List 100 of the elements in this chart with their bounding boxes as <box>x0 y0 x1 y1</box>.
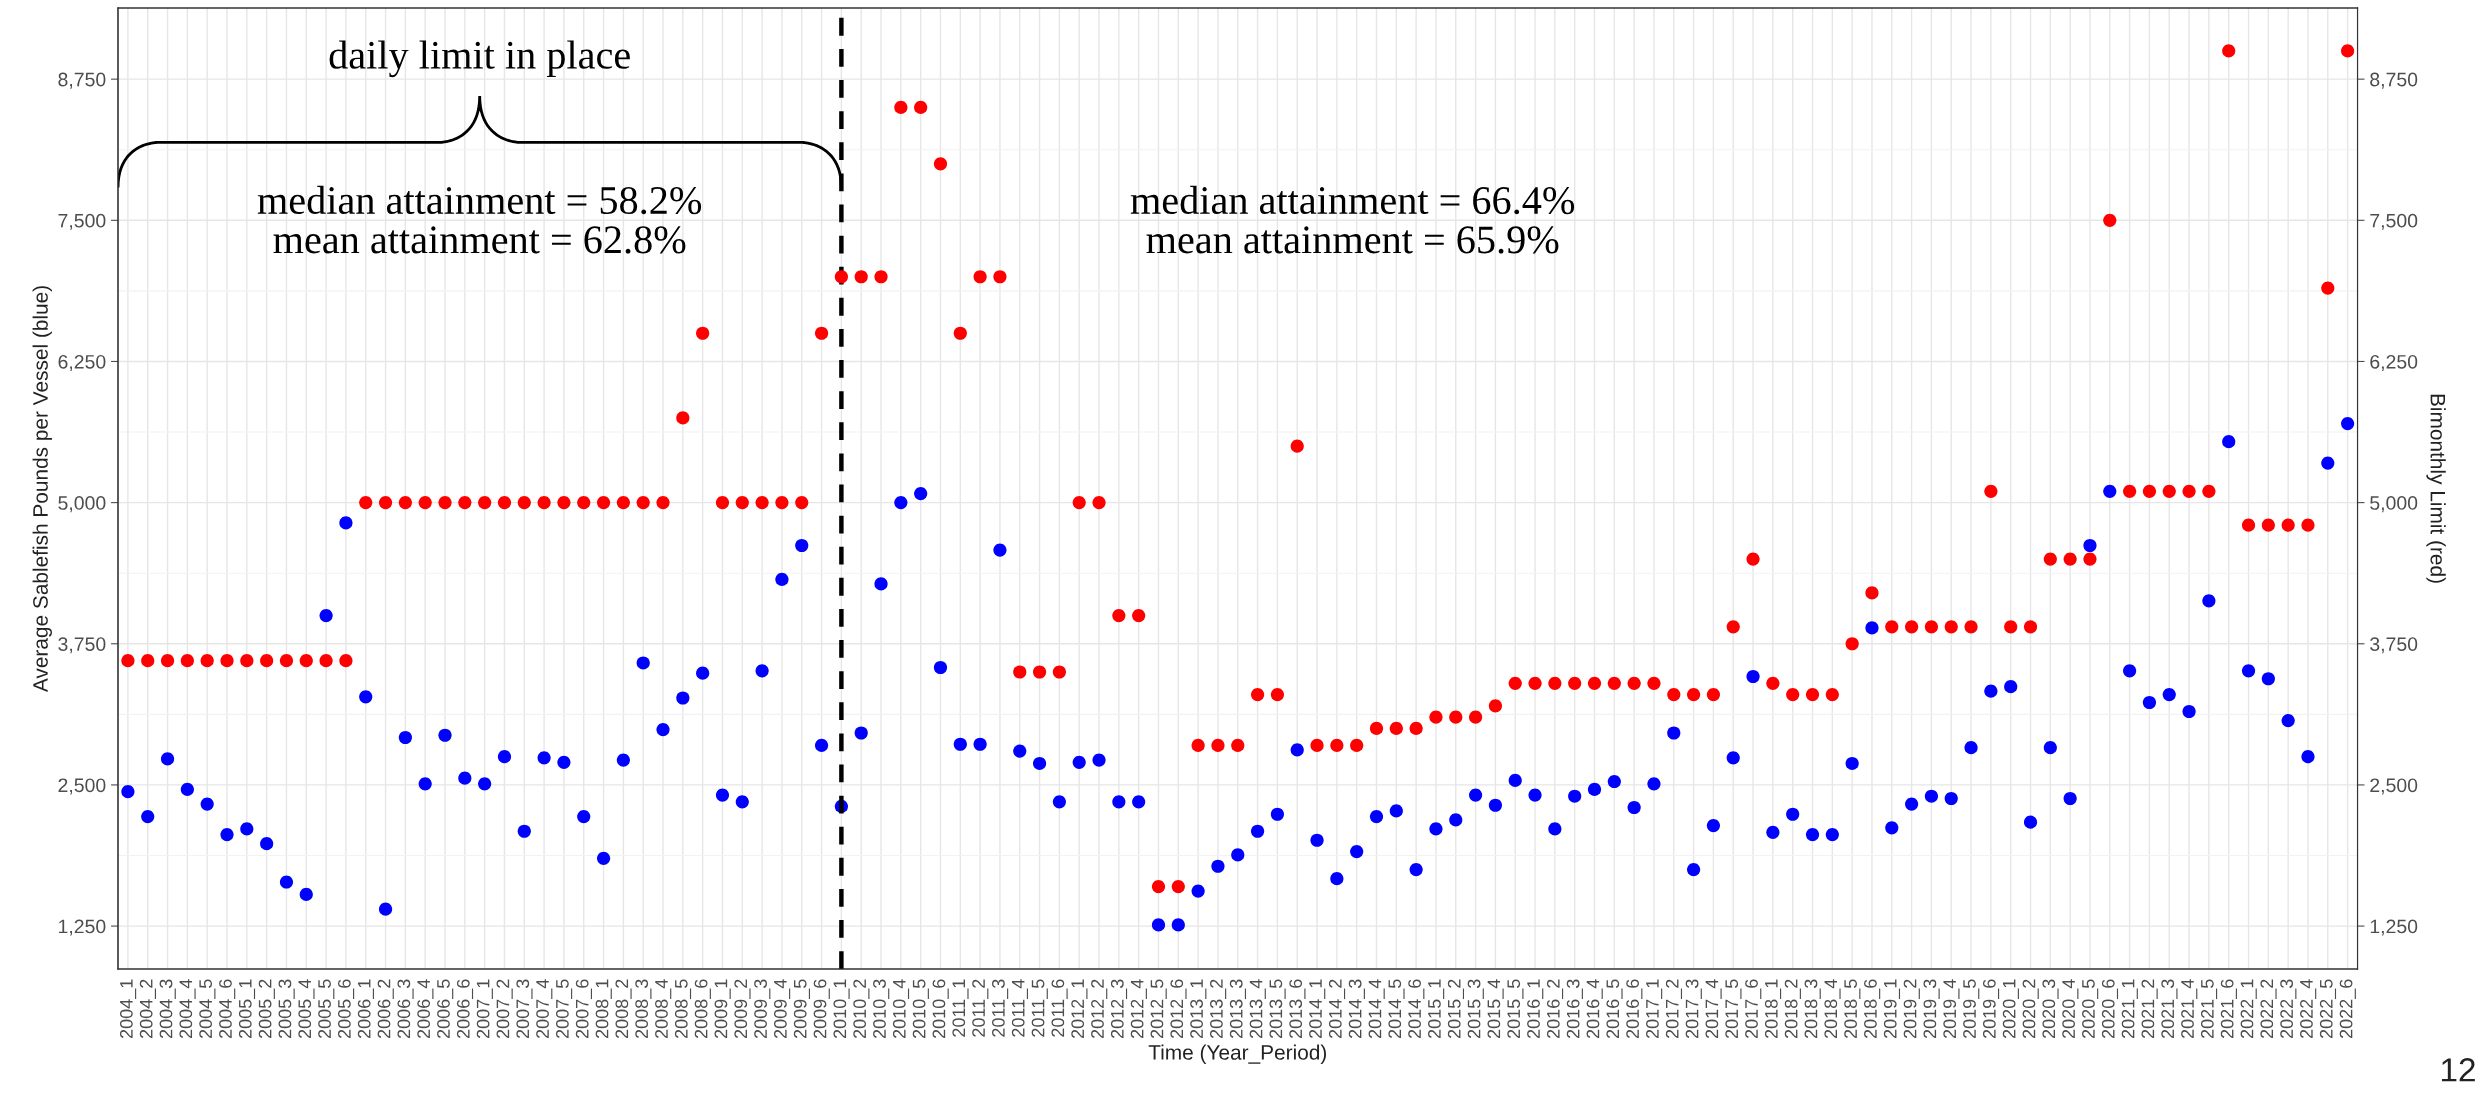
y2-tick-label: 8,750 <box>2370 72 2418 89</box>
x-tick-label: 2019_1 <box>1883 979 1901 1039</box>
x-tick-label: 2013_1 <box>1190 979 1207 1039</box>
x-tick-label: 2020_6 <box>2101 979 2119 1039</box>
x-tick-label: 2010_2 <box>853 979 870 1039</box>
x-tick-label: 2009_6 <box>813 979 830 1039</box>
x-tick-label: 2005_5 <box>318 979 335 1039</box>
x-tick-label: 2016_6 <box>1626 979 1643 1039</box>
x-tick-label: 2004_2 <box>139 979 156 1039</box>
x-tick-label: 2022_5 <box>2319 979 2337 1039</box>
y2-tick-label: 7,500 <box>2370 213 2418 230</box>
x-tick-label: 2019_3 <box>1923 979 1940 1039</box>
y-tick-label: 7,500 <box>58 213 106 230</box>
x-tick-label: 2004_1 <box>119 979 137 1039</box>
x-tick-label: 2008_5 <box>674 979 692 1039</box>
x-tick-label: 2013_4 <box>1249 979 1266 1039</box>
x-tick-label: 2010_1 <box>833 979 850 1039</box>
x-tick-label: 2011_1 <box>952 979 969 1037</box>
x-tick-label: 2017_3 <box>1685 979 1702 1039</box>
x-tick-label: 2004_5 <box>199 979 216 1039</box>
y2-tick-label: 6,250 <box>2370 354 2418 371</box>
x-tick-label: 2013_3 <box>1229 979 1247 1039</box>
x-tick-label: 2006_3 <box>397 979 414 1039</box>
x-tick-label: 2018_1 <box>1764 979 1782 1039</box>
annotation: daily limit in place <box>329 40 630 78</box>
y2-tick-label: 5,000 <box>2370 496 2418 513</box>
x-tick-label: 2009_4 <box>773 979 791 1039</box>
x-tick-label: 2017_6 <box>1745 979 1762 1039</box>
y-axis-title: Average Sablefish Pounds per Vessel (blue) <box>32 286 52 693</box>
x-tick-label: 2007_3 <box>516 979 533 1039</box>
x-tick-label: 2005_4 <box>298 979 315 1039</box>
x-tick-label: 2014_2 <box>1328 979 1346 1039</box>
annotation: median attainment = 66.4% mean attainment = 65.9% <box>1130 185 1575 254</box>
x-tick-label: 2004_6 <box>219 979 236 1039</box>
x-tick-label: 2005_3 <box>278 979 295 1039</box>
x-tick-label: 2018_5 <box>1844 979 1861 1039</box>
x-tick-label: 2017_4 <box>1705 979 1722 1039</box>
x-tick-label: 2009_3 <box>754 979 771 1039</box>
x-tick-label: 2022_3 <box>2280 979 2297 1039</box>
y-tick-label: 6,250 <box>58 354 106 371</box>
x-tick-label: 2005_2 <box>258 979 275 1039</box>
y2-tick-label: 1,250 <box>2370 919 2418 936</box>
x-tick-label: 2012_1 <box>1071 979 1088 1039</box>
x-tick-label: 2010_6 <box>932 979 949 1039</box>
y-tick-label: 3,750 <box>58 637 106 654</box>
x-tick-label: 2006_5 <box>437 979 454 1039</box>
x-tick-label: 2022_2 <box>2260 979 2277 1039</box>
x-tick-label: 2022_6 <box>2339 979 2356 1039</box>
x-tick-label: 2016_2 <box>1546 979 1564 1039</box>
x-tick-label: 2020_2 <box>2022 979 2039 1039</box>
x-tick-label: 2008_4 <box>655 979 672 1039</box>
x-tick-label: 2016_3 <box>1566 979 1583 1039</box>
x-tick-label: 2013_2 <box>1210 979 1227 1039</box>
x-tick-label: 2004_3 <box>159 979 176 1039</box>
x-tick-label: 2021_1 <box>2121 979 2138 1039</box>
x-tick-label: 2016_5 <box>1606 979 1623 1039</box>
x-tick-label: 2011_4 <box>1011 979 1029 1037</box>
x-tick-label: 2013_5 <box>1269 979 1286 1039</box>
y2-tick-label: 2,500 <box>2370 778 2418 795</box>
x-tick-label: 2011_3 <box>992 979 1009 1037</box>
x-tick-label: 2007_5 <box>555 979 573 1039</box>
x-tick-label: 2009_5 <box>793 979 811 1039</box>
x-tick-label: 2007_6 <box>575 979 592 1039</box>
x-tick-label: 2017_5 <box>1725 979 1742 1039</box>
x-tick-label: 2012_5 <box>1150 979 1167 1039</box>
x-tick-label: 2007_1 <box>476 979 493 1039</box>
x-tick-label: 2020_1 <box>2002 979 2019 1039</box>
x-tick-label: 2020_4 <box>2062 979 2079 1039</box>
x-tick-label: 2006_6 <box>456 979 474 1039</box>
x-tick-label: 2014_6 <box>1408 979 1425 1039</box>
x-tick-label: 2014_3 <box>1348 979 1365 1039</box>
x-tick-label: 2013_6 <box>1289 979 1306 1039</box>
x-tick-label: 2019_4 <box>1943 979 1960 1039</box>
x-tick-label: 2012_4 <box>1130 979 1147 1039</box>
x-tick-label: 2021_4 <box>2181 979 2198 1039</box>
x-tick-label: 2019_5 <box>1963 979 1980 1039</box>
x-tick-label: 2007_2 <box>496 979 513 1039</box>
x-tick-label: 2011_6 <box>1051 979 1068 1037</box>
x-tick-label: 2010_4 <box>892 979 910 1039</box>
x-tick-label: 2016_4 <box>1586 979 1603 1039</box>
x-tick-label: 2021_5 <box>2200 979 2218 1039</box>
x-tick-label: 2020_5 <box>2082 979 2099 1039</box>
y2-tick-label: 3,750 <box>2370 637 2418 654</box>
x-tick-label: 2017_2 <box>1665 979 1683 1039</box>
x-tick-label: 2011_5 <box>1031 979 1048 1037</box>
x-tick-label: 2021_3 <box>2161 979 2178 1039</box>
x-tick-label: 2018_2 <box>1784 979 1801 1039</box>
x-tick-label: 2014_1 <box>1309 979 1326 1039</box>
x-tick-label: 2014_5 <box>1388 979 1405 1039</box>
x-tick-label: 2012_6 <box>1170 979 1187 1039</box>
x-tick-label: 2005_6 <box>337 979 355 1039</box>
x-tick-label: 2008_6 <box>694 979 711 1039</box>
x-tick-label: 2015_3 <box>1467 979 1484 1039</box>
x-tick-label: 2005_1 <box>238 979 256 1039</box>
y-tick-label: 5,000 <box>58 496 106 513</box>
x-tick-label: 2015_1 <box>1428 979 1445 1039</box>
x-tick-label: 2015_4 <box>1487 979 1504 1039</box>
x-tick-label: 2022_1 <box>2240 979 2257 1039</box>
y2-axis-title: Bimonthly Limit (red) <box>2426 394 2446 583</box>
x-tick-label: 2006_2 <box>377 979 394 1039</box>
